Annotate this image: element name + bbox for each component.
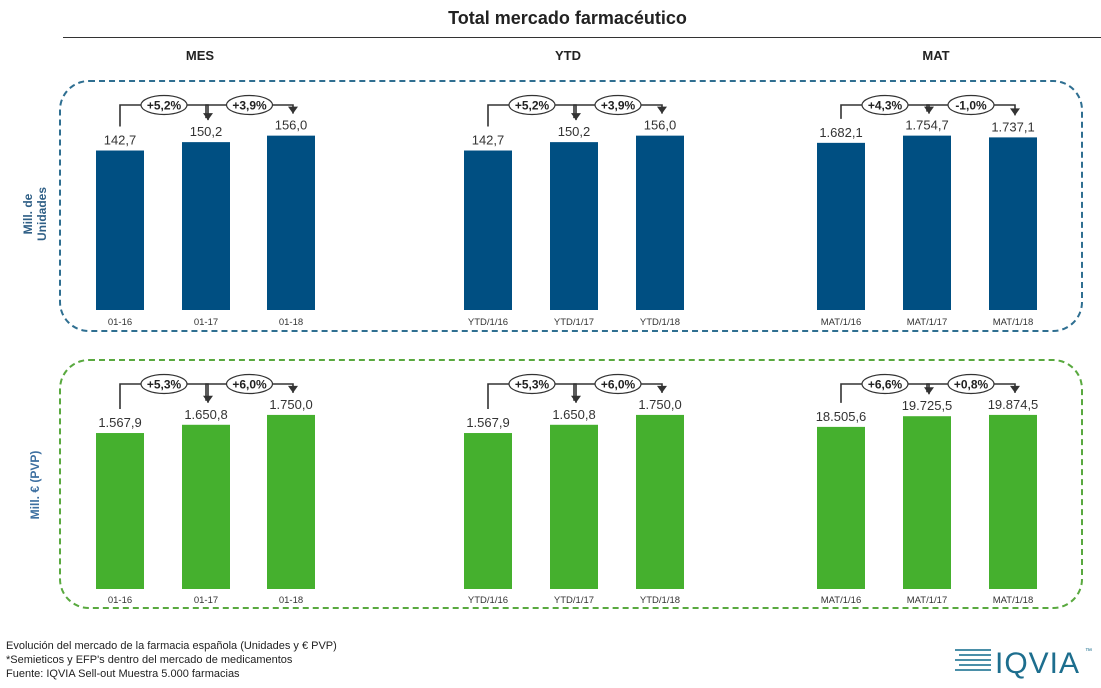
title-rule — [63, 37, 1101, 38]
iqvia-logo-mark: IQVIA ™ — [955, 647, 1092, 680]
footer-line-3: Fuente: IQVIA Sell-out Muestra 5.000 far… — [6, 668, 240, 680]
footer-line-2: *Semieticos y EFP's dentro del mercado d… — [6, 654, 293, 666]
row-label-euros: Mill. € (PVP) — [28, 450, 42, 520]
euros-panel — [59, 359, 1083, 609]
column-header-mat: MAT — [922, 48, 950, 63]
row-label-units: Mill. de Unidades — [21, 187, 49, 242]
column-header-mes: MES — [185, 48, 215, 63]
column-header-ytd: YTD — [555, 48, 581, 63]
units-panel — [59, 80, 1083, 332]
chart-title: Total mercado farmacéutico — [448, 8, 687, 28]
logo-tm: ™ — [1085, 648, 1092, 655]
footer-line-1: Evolución del mercado de la farmacia esp… — [6, 640, 337, 652]
iqvia-logo: IQVIA ™ — [955, 645, 1095, 684]
logo-text: IQVIA — [995, 647, 1080, 679]
